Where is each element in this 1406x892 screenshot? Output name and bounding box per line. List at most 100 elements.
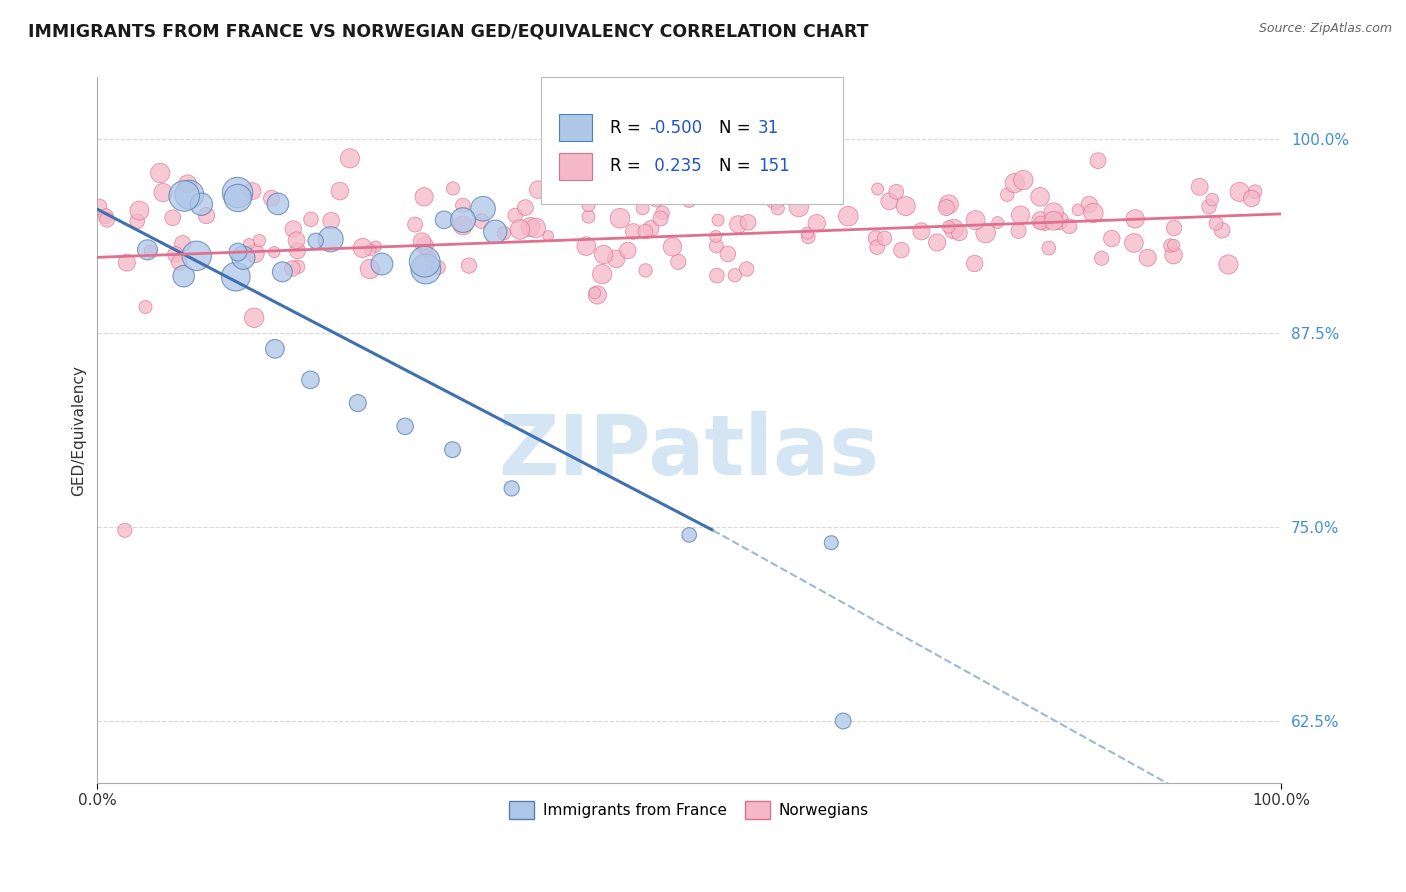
Point — [661, 240, 683, 254]
Point — [938, 219, 960, 234]
Point — [359, 262, 381, 277]
Point — [987, 215, 1010, 229]
Legend: Immigrants from France, Norwegians: Immigrants from France, Norwegians — [503, 795, 875, 825]
Point — [470, 214, 492, 228]
Point — [621, 177, 644, 191]
Point — [1240, 192, 1263, 206]
Text: -0.500: -0.500 — [650, 119, 702, 136]
Point — [127, 214, 149, 228]
Point — [165, 247, 187, 261]
Point — [232, 251, 254, 265]
Point — [225, 269, 247, 284]
Point — [630, 186, 652, 200]
Text: N =: N = — [718, 157, 755, 176]
Point — [329, 184, 352, 198]
Point — [359, 243, 381, 257]
Point — [484, 225, 506, 239]
Point — [515, 201, 537, 215]
Point — [890, 243, 912, 257]
Point — [592, 247, 614, 261]
Point — [832, 714, 855, 728]
Point — [87, 200, 110, 214]
Point — [925, 235, 948, 250]
Point — [621, 224, 644, 238]
Point — [727, 218, 749, 232]
Point — [136, 243, 159, 257]
Point — [352, 241, 374, 255]
Point — [114, 523, 136, 537]
Point — [735, 262, 758, 277]
Point — [503, 209, 526, 223]
Text: 151: 151 — [758, 157, 790, 176]
Point — [346, 396, 368, 410]
Point — [441, 442, 464, 457]
Point — [226, 191, 249, 205]
Point — [519, 220, 541, 235]
Point — [172, 236, 194, 251]
Point — [910, 224, 932, 238]
Point — [766, 202, 789, 216]
Point — [281, 261, 304, 276]
FancyBboxPatch shape — [560, 114, 592, 141]
Point — [1244, 185, 1267, 199]
Point — [678, 193, 700, 207]
Point — [1029, 190, 1052, 204]
Point — [965, 213, 987, 227]
Point — [451, 213, 474, 227]
Point — [149, 166, 172, 180]
Text: N =: N = — [718, 119, 755, 136]
Text: 31: 31 — [758, 119, 779, 136]
Point — [640, 221, 662, 235]
Point — [948, 226, 970, 240]
Point — [226, 186, 249, 200]
Point — [271, 265, 294, 279]
Point — [631, 201, 654, 215]
Text: R =: R = — [610, 119, 645, 136]
Point — [339, 151, 361, 165]
Point — [247, 234, 270, 248]
Point — [242, 184, 264, 198]
Point — [415, 262, 437, 277]
Point — [152, 186, 174, 200]
Point — [706, 268, 728, 283]
Point — [139, 244, 162, 259]
Point — [866, 240, 889, 254]
Point — [285, 233, 308, 247]
Point — [1087, 153, 1109, 168]
Point — [820, 535, 842, 549]
Point — [1029, 216, 1052, 230]
Point — [364, 240, 387, 254]
Point — [707, 213, 730, 227]
Point — [1059, 219, 1081, 234]
Point — [321, 213, 343, 227]
Point — [1136, 251, 1159, 265]
Point — [441, 181, 464, 195]
Point — [305, 234, 328, 248]
Point — [394, 419, 416, 434]
Point — [963, 256, 986, 270]
Point — [1029, 213, 1052, 227]
Point — [169, 255, 191, 269]
Point — [190, 197, 212, 211]
Text: ZIPatlas: ZIPatlas — [499, 411, 880, 491]
Point — [226, 245, 249, 260]
Point — [645, 192, 668, 206]
Point — [1188, 179, 1211, 194]
Point — [267, 197, 290, 211]
Point — [501, 482, 523, 496]
Point — [873, 231, 896, 245]
Point — [605, 252, 627, 266]
Point — [787, 200, 810, 214]
Point — [319, 232, 342, 246]
Point — [1033, 217, 1056, 231]
Point — [1007, 224, 1029, 238]
Point — [1198, 200, 1220, 214]
Point — [1049, 213, 1071, 227]
Text: 0.235: 0.235 — [650, 157, 702, 176]
Point — [537, 229, 560, 244]
Point — [1067, 202, 1090, 217]
Point — [578, 198, 600, 212]
Point — [299, 212, 322, 227]
Point — [1083, 206, 1105, 220]
Point — [1012, 173, 1035, 187]
